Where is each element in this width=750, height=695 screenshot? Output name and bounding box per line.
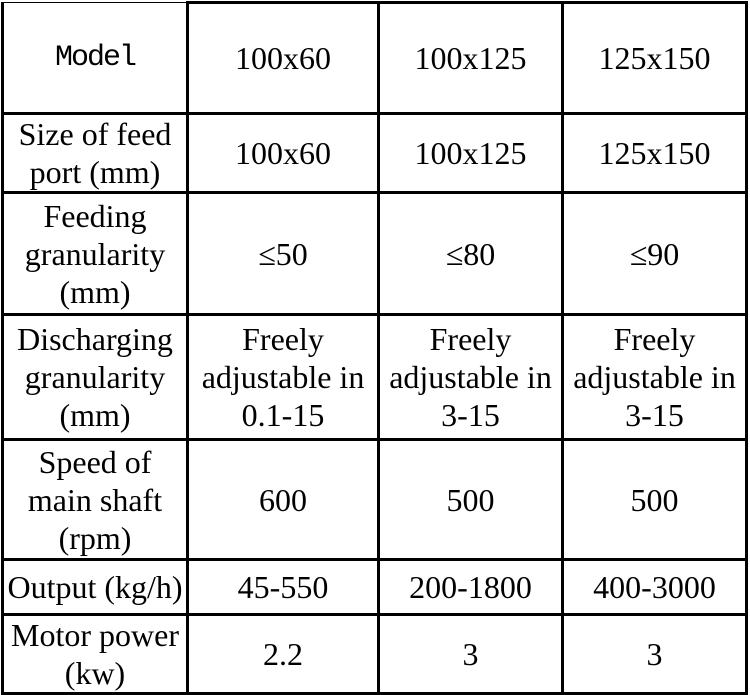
spec-value-cell: 400-3000	[561, 558, 748, 616]
spec-value-cell: ≤50	[186, 191, 380, 316]
spec-value-cell: 2.2	[186, 613, 380, 695]
spec-value-cell: 100x60	[186, 1, 380, 115]
spec-value-cell: 100x125	[377, 1, 564, 115]
table-row-feed-port-size: Size of feed port (mm) 100x60 100x125 12…	[1, 112, 748, 194]
spec-value-cell: 500	[377, 438, 564, 561]
row-label-model: Model	[1, 2, 189, 115]
spec-value-cell: 200-1800	[377, 558, 564, 616]
table-row-output: Output (kg/h) 45-550 200-1800 400-3000	[1, 558, 748, 616]
spec-value-cell: 125x150	[561, 1, 748, 115]
spec-value-cell: 3	[561, 613, 748, 695]
spec-value-cell: 3	[377, 613, 564, 695]
spec-value-cell: 100x125	[377, 112, 564, 194]
table-row-main-shaft-speed: Speed of main shaft (rpm) 600 500 500	[1, 438, 748, 561]
spec-value-cell: Freely adjustable in 3-15	[377, 313, 564, 441]
table-row-motor-power: Motor power (kw) 2.2 3 3	[1, 613, 748, 695]
table-row-feeding-granularity: Feeding granularity (mm) ≤50 ≤80 ≤90	[1, 191, 748, 316]
spec-value-cell: 45-550	[186, 558, 380, 616]
spec-value-cell: Freely adjustable in 3-15	[561, 313, 748, 441]
spec-value-cell: 500	[561, 438, 748, 561]
row-label-motor-power: Motor power (kw)	[1, 613, 189, 695]
row-label-discharging-granularity: Discharging granularity (mm)	[1, 313, 189, 441]
spec-value-cell: 125x150	[561, 112, 748, 194]
row-label-output: Output (kg/h)	[1, 558, 189, 616]
spec-value-cell: ≤80	[377, 191, 564, 316]
spec-value-cell: 600	[186, 438, 380, 561]
spec-value-cell: ≤90	[561, 191, 748, 316]
table-row-model: Model 100x60 100x125 125x150	[1, 1, 748, 115]
table-row-discharging-granularity: Discharging granularity (mm) Freely adju…	[1, 313, 748, 441]
row-label-feed-port-size: Size of feed port (mm)	[1, 112, 189, 194]
row-label-main-shaft-speed: Speed of main shaft (rpm)	[1, 438, 189, 561]
row-label-feeding-granularity: Feeding granularity (mm)	[1, 191, 189, 316]
spec-value-cell: Freely adjustable in 0.1-15	[186, 313, 380, 441]
spec-value-cell: 100x60	[186, 112, 380, 194]
